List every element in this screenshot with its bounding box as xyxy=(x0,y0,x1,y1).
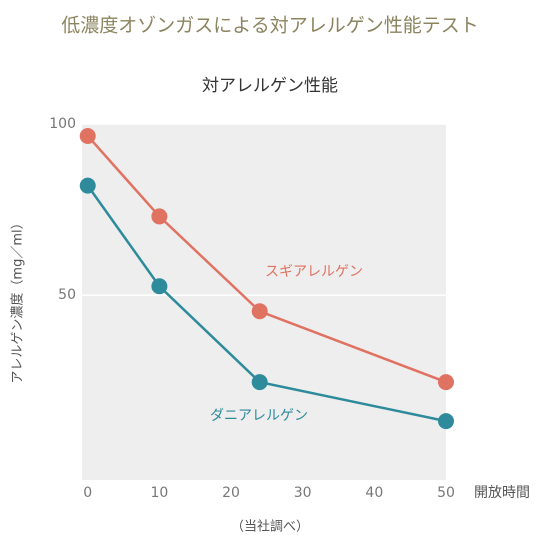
y-axis-label: アレルゲン濃度（mg／ml） xyxy=(10,216,26,383)
series-line xyxy=(86,184,447,423)
data-point xyxy=(438,413,454,430)
data-point xyxy=(438,374,454,391)
x-tick-label: 10 xyxy=(150,485,168,501)
series-label: スギアレルゲン xyxy=(265,264,363,280)
x-tick-label: 30 xyxy=(294,485,312,501)
series-line xyxy=(86,135,447,384)
x-axis-label: 開放時間 xyxy=(474,485,530,501)
plot-area xyxy=(82,124,446,480)
note: （当社調べ） xyxy=(231,519,309,535)
x-tick-label: 50 xyxy=(437,485,455,501)
series-label: ダニアレルゲン xyxy=(210,408,308,424)
x-tick-label: 40 xyxy=(365,485,383,501)
y-tick-label: 100 xyxy=(49,116,76,132)
x-tick-label: 20 xyxy=(222,485,240,501)
data-point xyxy=(251,374,268,391)
y-tick-label: 50 xyxy=(58,287,76,303)
data-point xyxy=(151,278,168,295)
chart-subtitle: 対アレルゲン性能 xyxy=(202,76,338,96)
x-tick-label: 0 xyxy=(83,485,92,501)
data-point xyxy=(79,127,96,144)
data-point xyxy=(151,208,168,225)
chart-title: 低濃度オゾンガスによる対アレルゲン性能テスト xyxy=(61,15,478,37)
data-point xyxy=(79,177,96,194)
data-point xyxy=(251,303,268,320)
